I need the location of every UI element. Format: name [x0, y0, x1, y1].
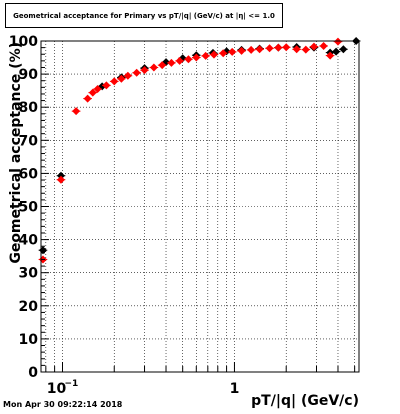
x-tick-exponent: −1 [64, 379, 78, 389]
y-tick-label: 90 [19, 67, 39, 83]
y-tick-label: 80 [19, 100, 39, 116]
y-tick-label: 70 [19, 133, 39, 149]
data-point [167, 58, 176, 67]
data-point [149, 63, 159, 72]
y-axis-title: Geometrical acceptance (%) [8, 42, 24, 264]
y-tick-label: 60 [19, 166, 39, 182]
point-marker [209, 50, 218, 59]
point-marker [247, 45, 256, 54]
point-marker [158, 61, 167, 70]
data-point [301, 45, 311, 54]
x-axis-title: pT/|q| (GeV/c) [251, 393, 359, 409]
grid-layer [41, 41, 359, 372]
data-point [339, 45, 348, 54]
point-marker [110, 77, 119, 86]
point-marker [149, 63, 158, 72]
data-point [184, 55, 193, 64]
data-point [123, 71, 133, 80]
point-marker [255, 45, 264, 54]
data-point [175, 56, 184, 65]
data-point [88, 88, 98, 97]
data-point [117, 74, 126, 83]
point-marker [201, 51, 210, 60]
data-point [273, 43, 283, 52]
point-marker [333, 37, 342, 46]
point-marker [102, 81, 111, 90]
point-marker [228, 47, 237, 56]
point-marker [123, 71, 132, 80]
point-marker [282, 43, 291, 52]
point-marker [184, 55, 193, 64]
point-marker [192, 53, 201, 62]
data-point [237, 46, 246, 55]
y-tick-label: 30 [19, 266, 39, 282]
point-marker [83, 94, 92, 103]
data-point [255, 45, 264, 54]
data-point [102, 81, 111, 90]
point-marker [140, 66, 149, 75]
data-point [132, 68, 142, 77]
data-point [265, 44, 274, 53]
y-tick-label: 50 [19, 200, 39, 216]
timestamp: Mon Apr 30 09:22:14 2018 [3, 400, 123, 409]
point-marker [326, 51, 335, 60]
y-tick-label: 20 [19, 299, 39, 315]
data-point [331, 47, 341, 56]
point-marker [93, 84, 102, 93]
point-marker [292, 45, 301, 54]
point-marker [237, 46, 246, 55]
point-marker [319, 41, 328, 50]
data-point [325, 51, 335, 60]
point-marker [309, 42, 318, 51]
point-marker [56, 175, 65, 184]
data-point [218, 49, 228, 58]
point-marker [265, 44, 274, 53]
point-marker [332, 47, 341, 56]
point-marker [274, 43, 283, 52]
data-point [191, 53, 201, 62]
data-point [246, 45, 256, 54]
data-point [140, 66, 149, 75]
chart-title: Geometrical acceptance for Primary vs pT… [5, 3, 283, 28]
data-point [333, 37, 343, 46]
data-point [93, 84, 102, 93]
y-tick-label: 100 [9, 34, 38, 50]
x-tick-label: 1 [230, 381, 240, 397]
data-point [309, 42, 319, 51]
data-point [209, 50, 219, 59]
y-tick-label: 10 [19, 332, 39, 348]
point-marker [175, 56, 184, 65]
data-point [83, 94, 92, 103]
y-tick-label: 0 [28, 365, 38, 381]
data-point [281, 43, 291, 52]
points-layer [38, 37, 361, 264]
point-marker [132, 68, 141, 77]
data-point [227, 47, 237, 56]
data-point [292, 45, 302, 54]
point-marker [117, 74, 126, 83]
data-point [109, 77, 119, 86]
point-marker [339, 45, 348, 54]
data-point [71, 107, 81, 116]
point-marker [301, 45, 310, 54]
data-point [201, 51, 210, 60]
data-point [157, 61, 167, 70]
point-marker [167, 58, 176, 67]
ticks-layer [41, 40, 356, 373]
data-point [319, 41, 328, 50]
point-marker [88, 88, 97, 97]
data-point [56, 175, 66, 184]
x-tick-label: 10 [47, 381, 67, 397]
point-marker [219, 49, 228, 58]
y-tick-label: 40 [19, 233, 39, 249]
point-marker [72, 107, 81, 116]
